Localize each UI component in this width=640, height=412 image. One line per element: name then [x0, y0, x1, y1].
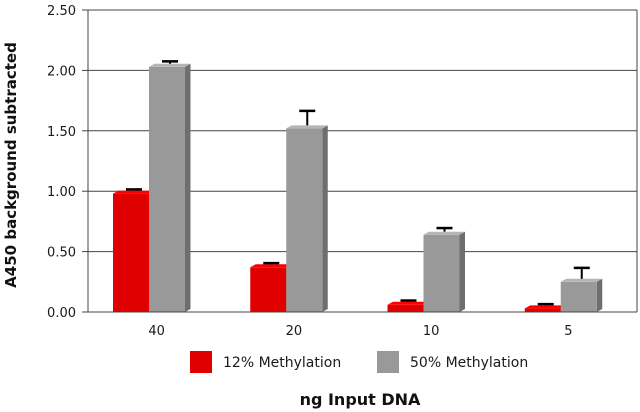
bar-12pct-20 [250, 261, 292, 312]
y-tick-label: 0.00 [47, 306, 76, 321]
bar-top [113, 190, 155, 194]
y-axis-title: A450 background subtracted [2, 42, 20, 288]
bar-top [423, 231, 465, 235]
legend: 12% Methylation 50% Methylation [190, 351, 528, 373]
legend-swatch [377, 351, 399, 373]
bar-top [250, 264, 292, 268]
bar-50pct-40 [149, 60, 191, 312]
legend-item-50pct: 50% Methylation [377, 351, 528, 373]
y-tick-label: 0.50 [47, 246, 76, 261]
bar-front [387, 304, 424, 312]
x-axis-title: ng Input DNA [300, 390, 421, 409]
bar-top [286, 125, 328, 129]
bar-side [185, 63, 191, 312]
legend-swatch [190, 351, 212, 373]
x-axis-categories: 40 20 10 5 [148, 324, 572, 339]
x-category-label: 20 [286, 324, 303, 339]
bar-front [524, 308, 561, 312]
bar-50pct-10 [423, 226, 465, 312]
legend-label: 12% Methylation [223, 355, 341, 371]
bar-front [560, 281, 597, 312]
bar-top [149, 63, 191, 67]
y-tick-label: 2.50 [47, 4, 76, 19]
bar-front [113, 193, 149, 312]
bar-50pct-5 [560, 266, 603, 312]
x-category-label: 10 [423, 324, 440, 339]
bar-12pct-5 [524, 302, 567, 312]
axes [87, 10, 638, 313]
legend-item-12pct: 12% Methylation [190, 351, 341, 373]
bar-front [423, 234, 460, 312]
x-category-label: 5 [564, 324, 572, 339]
bar-front [149, 66, 185, 312]
x-category-label: 40 [148, 324, 165, 339]
y-axis-ticks: 0.00 0.50 1.00 1.50 2.00 2.50 [47, 4, 88, 321]
bars [113, 60, 603, 312]
bar-side [322, 125, 328, 312]
bar-front [250, 267, 287, 312]
y-tick-label: 1.00 [47, 185, 76, 200]
bar-top [387, 301, 429, 305]
bar-top [524, 305, 567, 309]
legend-label: 50% Methylation [410, 355, 528, 371]
bar-12pct-10 [387, 299, 429, 312]
bar-50pct-20 [286, 109, 328, 312]
bar-side [596, 278, 603, 312]
y-tick-label: 2.00 [47, 64, 76, 79]
bar-front [286, 128, 323, 312]
y-tick-label: 1.50 [47, 125, 76, 140]
bar-12pct-40 [113, 188, 155, 312]
bar-top [560, 278, 603, 282]
bar-side [459, 231, 465, 312]
